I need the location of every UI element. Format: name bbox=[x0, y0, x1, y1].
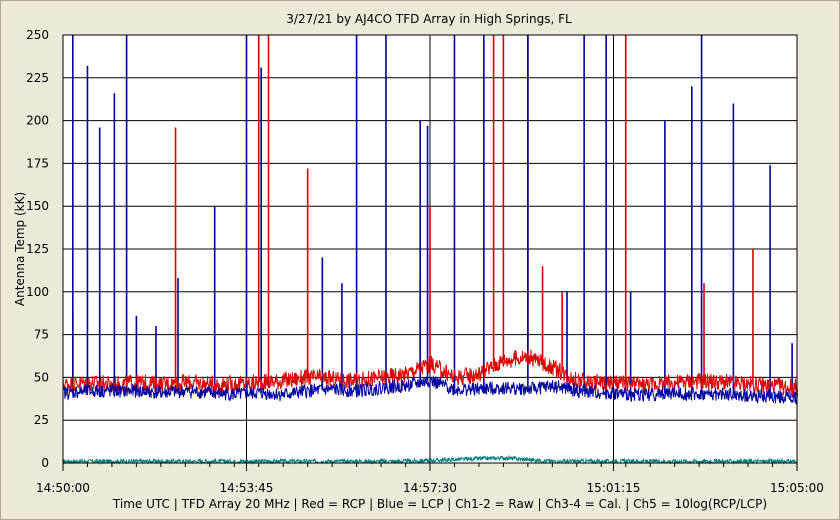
y-tick-label: 200 bbox=[26, 114, 49, 128]
bursts bbox=[71, 35, 793, 398]
series-lcp-line bbox=[62, 375, 798, 405]
y-tick-label: 225 bbox=[26, 71, 49, 85]
y-tick-label: 50 bbox=[34, 370, 49, 384]
series-rcp-line bbox=[62, 349, 798, 396]
y-tick-label: 250 bbox=[26, 28, 49, 42]
x-tick-label: 15:05:00 bbox=[770, 481, 824, 495]
y-tick-labels: 0 25 50 75 100 125 150 175 200 225 250 bbox=[26, 28, 49, 470]
x-tick-label: 14:53:45 bbox=[220, 481, 274, 495]
y-tick-label: 0 bbox=[41, 456, 49, 470]
y-tick-label: 75 bbox=[34, 328, 49, 342]
x-tick-label: 14:57:30 bbox=[403, 481, 457, 495]
y-tick-label: 175 bbox=[26, 156, 49, 170]
x-tick-labels: 14:50:00 14:53:45 14:57:30 15:01:15 15:05:00 bbox=[36, 481, 824, 495]
x-tick-label: 14:50:00 bbox=[36, 481, 90, 495]
x-tick-label: 15:01:15 bbox=[587, 481, 641, 495]
y-tick-label: 25 bbox=[34, 413, 49, 427]
plot-border bbox=[62, 34, 798, 464]
y-tick-label: 125 bbox=[26, 242, 49, 256]
x-axis-label: Time UTC | TFD Array 20 MHz | Red = RCP … bbox=[112, 497, 767, 511]
y-axis-label: Antenna Temp (kK) bbox=[13, 192, 27, 306]
chart-title: 3/27/21 by AJ4CO TFD Array in High Sprin… bbox=[286, 12, 572, 26]
y-tick-label: 150 bbox=[26, 199, 49, 213]
y-tick-label: 100 bbox=[26, 285, 49, 299]
